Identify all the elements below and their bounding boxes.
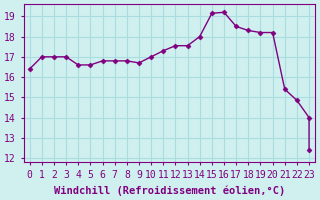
X-axis label: Windchill (Refroidissement éolien,°C): Windchill (Refroidissement éolien,°C) [54,185,285,196]
